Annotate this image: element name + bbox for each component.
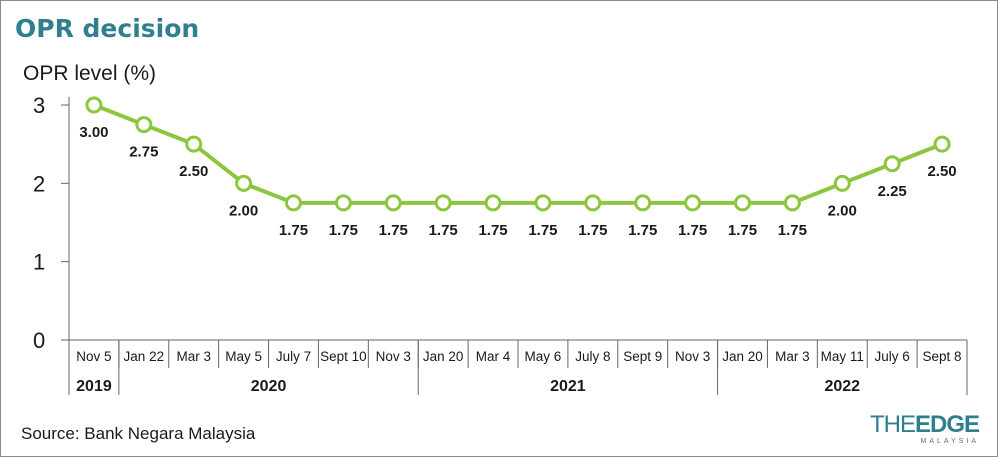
data-label: 1.75: [728, 222, 757, 239]
x-tick-label: Mar 4: [476, 349, 511, 364]
data-point: [833, 174, 851, 192]
data-point: [185, 135, 203, 153]
x-tick-label: Nov 3: [376, 349, 411, 364]
data-label: 1.75: [578, 222, 607, 239]
data-label: 1.75: [279, 222, 308, 239]
data-point: [634, 194, 652, 212]
logo-text-edge: EDGE: [914, 411, 980, 438]
data-label: 3.00: [79, 124, 108, 141]
x-tick-label: Sept 10: [320, 349, 367, 364]
data-point: [135, 116, 153, 134]
x-tick-label: Jan 20: [423, 349, 464, 364]
logo-subtext: MALAYSIA: [920, 438, 979, 445]
data-label: 1.75: [329, 222, 358, 239]
x-tick-label: July 7: [276, 349, 311, 364]
data-label: 2.50: [927, 163, 956, 180]
data-point: [235, 174, 253, 192]
data-point: [783, 194, 801, 212]
data-label: 2.00: [828, 202, 857, 219]
x-tick-label: Jan 20: [722, 349, 763, 364]
data-label: 2.75: [129, 144, 158, 161]
chart-title: OPR decision: [15, 14, 200, 43]
data-label: 1.75: [778, 222, 807, 239]
data-label: 2.25: [878, 183, 907, 200]
data-point: [85, 96, 103, 114]
year-label: 2022: [824, 378, 860, 395]
y-tick-label: 3: [33, 93, 45, 118]
data-point: [434, 194, 452, 212]
data-point: [584, 194, 602, 212]
data-point: [285, 194, 302, 212]
x-tick-label: July 6: [875, 349, 910, 364]
data-label: 1.75: [528, 222, 557, 239]
data-label: 1.75: [678, 222, 707, 239]
data-point: [334, 194, 352, 212]
data-point: [933, 135, 951, 153]
x-tick-label: May 6: [525, 349, 562, 364]
data-point: [384, 194, 402, 212]
year-label: 2020: [251, 378, 287, 395]
logo-text-the: THE: [869, 411, 916, 438]
data-label: 1.75: [478, 222, 507, 239]
x-tick-label: Nov 3: [675, 349, 710, 364]
y-tick-label: 1: [33, 250, 45, 275]
publisher-logo: THEEDGE MALAYSIA: [869, 411, 980, 446]
data-label: 2.50: [179, 163, 208, 180]
x-tick-label: Sept 9: [623, 349, 662, 364]
x-tick-label: Jan 22: [124, 349, 165, 364]
x-tick-label: Mar 3: [176, 349, 211, 364]
x-tick-label: July 8: [575, 349, 610, 364]
year-label: 2021: [550, 378, 586, 395]
data-point: [883, 155, 901, 173]
source-note: Source: Bank Negara Malaysia: [21, 424, 256, 443]
series-line: [93, 103, 943, 205]
data-label: 2.00: [229, 202, 258, 219]
x-tick-label: Mar 3: [775, 349, 810, 364]
year-label: 2019: [76, 378, 112, 395]
data-label: 1.75: [628, 222, 657, 239]
data-label: 1.75: [429, 222, 458, 239]
data-point: [734, 194, 751, 212]
x-tick-label: May 11: [821, 349, 864, 364]
x-tick-label: Nov 5: [76, 349, 111, 364]
y-tick-label: 0: [33, 328, 45, 353]
y-tick-label: 2: [33, 171, 45, 196]
data-label: 1.75: [379, 222, 408, 239]
y-axis-label: OPR level (%): [23, 62, 157, 85]
data-point: [534, 194, 552, 212]
data-point: [684, 194, 702, 212]
data-point: [484, 194, 502, 212]
x-tick-label: Sept 8: [923, 349, 962, 364]
x-tick-label: May 5: [225, 349, 262, 364]
